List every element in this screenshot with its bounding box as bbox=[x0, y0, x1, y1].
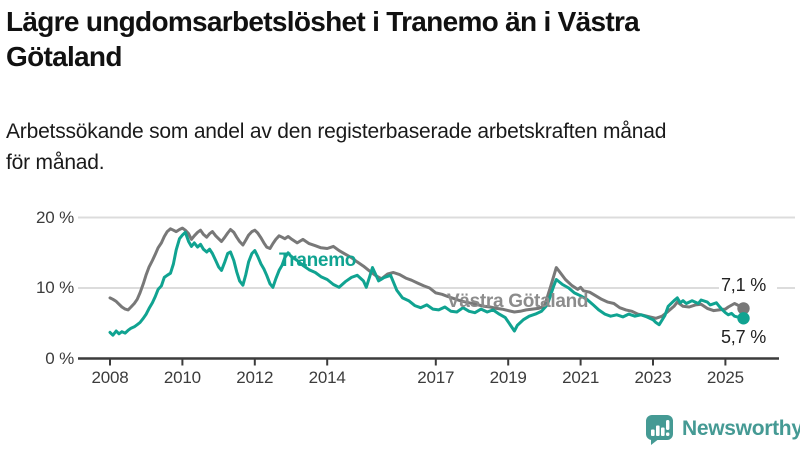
y-axis-tick-label-10pct: 10 % bbox=[36, 278, 74, 297]
chart-subtitle: Arbetssökande som andel av den registerb… bbox=[6, 116, 776, 178]
end-value-label-vastra-gotaland: 7,1 % bbox=[719, 274, 777, 297]
v-stra-g-taland-end-dot bbox=[737, 302, 750, 315]
x-axis-tick-label-2019: 2019 bbox=[489, 368, 527, 387]
x-axis-tick-label-2025: 2025 bbox=[706, 368, 744, 387]
y-axis-tick-label-20pct: 20 % bbox=[36, 207, 74, 227]
brand-name: Newsworthy bbox=[682, 416, 800, 440]
x-axis-tick-label-2021: 2021 bbox=[562, 368, 600, 387]
newsworthy-logo: Newsworthy bbox=[643, 412, 800, 445]
y-axis-tick-label-0pct: 0 % bbox=[45, 348, 74, 368]
x-axis-tick-label-2014: 2014 bbox=[308, 368, 346, 387]
subtitle-line-1: Arbetssökande som andel av den registerb… bbox=[6, 120, 667, 143]
tranemo-end-dot bbox=[737, 312, 750, 325]
x-axis-tick-label-2008: 2008 bbox=[91, 368, 129, 387]
page-title: Lägre ungdomsarbetslöshet i Tranemo än i… bbox=[6, 4, 776, 74]
series-label-vastra-gotaland: Västra Götaland bbox=[447, 291, 589, 312]
title-line-1: Lägre ungdomsarbetslöshet i Tranemo än i… bbox=[6, 6, 640, 37]
newsworthy-bar-chart-speech-bubble-icon bbox=[646, 415, 673, 445]
title-line-2: Götaland bbox=[6, 41, 122, 72]
end-value-label-tranemo: 5,7 % bbox=[719, 326, 777, 349]
subtitle-line-2: för månad. bbox=[6, 151, 105, 174]
x-axis-tick-label-2023: 2023 bbox=[634, 368, 672, 387]
tranemo-line bbox=[108, 230, 745, 337]
x-axis-tick-label-2017: 2017 bbox=[417, 368, 455, 387]
series-label-tranemo: Tranemo bbox=[279, 250, 357, 271]
x-axis-tick-label-2010: 2010 bbox=[163, 368, 201, 387]
x-axis-tick-label-2012: 2012 bbox=[236, 368, 274, 387]
v-stra-g-taland-line bbox=[108, 226, 745, 320]
